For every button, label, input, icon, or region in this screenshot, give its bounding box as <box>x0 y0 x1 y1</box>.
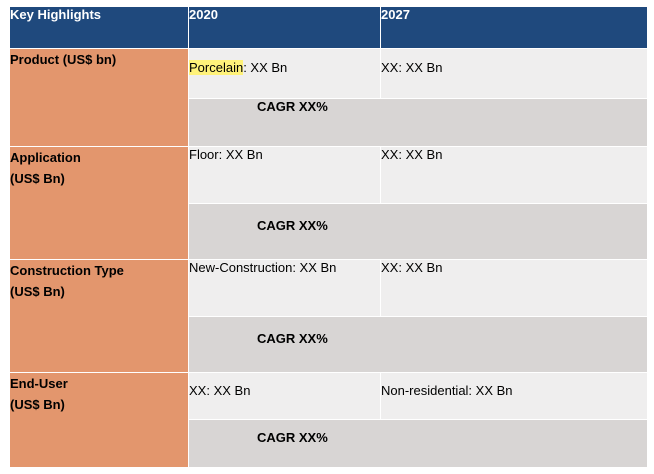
cagr-cell: CAGR XX% <box>188 203 648 260</box>
table-row: Construction Type (US$ Bn) New-Construct… <box>9 259 648 373</box>
segment-label: Construction Type <box>10 263 124 278</box>
value-2020-cell: Porcelain: XX Bn <box>188 48 381 99</box>
header-row: Key Highlights 2020 2027 <box>9 6 648 49</box>
segment-label: Product (US$ bn) <box>10 52 117 67</box>
cagr-label: CAGR XX% <box>257 430 328 445</box>
segment-end-user-cell: End-User (US$ Bn) <box>9 372 189 468</box>
value-2027-cell: Non-residential: XX Bn <box>380 372 648 420</box>
value-2020-cell: New-Construction: XX Bn <box>188 259 381 317</box>
segment-construction-type-cell: Construction Type (US$ Bn) <box>9 259 189 373</box>
value-2020-cell: XX: XX Bn <box>188 372 381 420</box>
key-highlights-table: Key Highlights 2020 2027 Product (US$ bn… <box>9 6 648 468</box>
segment-unit-label: (US$ Bn) <box>10 171 65 186</box>
cagr-row: CAGR XX% <box>10 419 648 468</box>
highlighted-text: Porcelain <box>189 60 244 75</box>
table-row: Application (US$ Bn) Floor: XX Bn XX: XX… <box>9 146 648 260</box>
cagr-label: CAGR XX% <box>257 99 328 114</box>
header-2020: 2020 <box>188 6 381 49</box>
header-2027: 2027 <box>380 6 648 49</box>
value-2020-cell: Floor: XX Bn <box>188 146 381 204</box>
value-text: : XX Bn <box>243 60 288 75</box>
segment-application-cell: Application (US$ Bn) <box>9 146 189 260</box>
value-2027-cell: XX: XX Bn <box>380 259 648 317</box>
segment-label: End-User <box>10 376 68 391</box>
cagr-cell: CAGR XX% <box>188 316 648 373</box>
segment-unit-label: (US$ Bn) <box>10 397 65 412</box>
segment-label: Application <box>10 150 81 165</box>
cagr-label: CAGR XX% <box>257 331 328 346</box>
segment-unit-label: (US$ Bn) <box>10 284 65 299</box>
table-row: End-User (US$ Bn) XX: XX Bn Non-resident… <box>9 372 648 468</box>
header-key-highlights: Key Highlights <box>9 6 189 49</box>
table-row: Product (US$ bn) Porcelain: XX Bn XX: XX… <box>9 48 648 147</box>
cagr-row: CAGR XX% <box>10 98 648 147</box>
cagr-label: CAGR XX% <box>257 218 328 233</box>
cagr-cell: CAGR XX% <box>188 98 648 147</box>
value-2027-cell: XX: XX Bn <box>380 146 648 204</box>
cagr-row: CAGR XX% <box>10 203 648 260</box>
value-2027-cell: XX: XX Bn <box>380 48 648 99</box>
segment-product-cell: Product (US$ bn) <box>9 48 189 147</box>
cagr-cell: CAGR XX% <box>188 419 648 468</box>
